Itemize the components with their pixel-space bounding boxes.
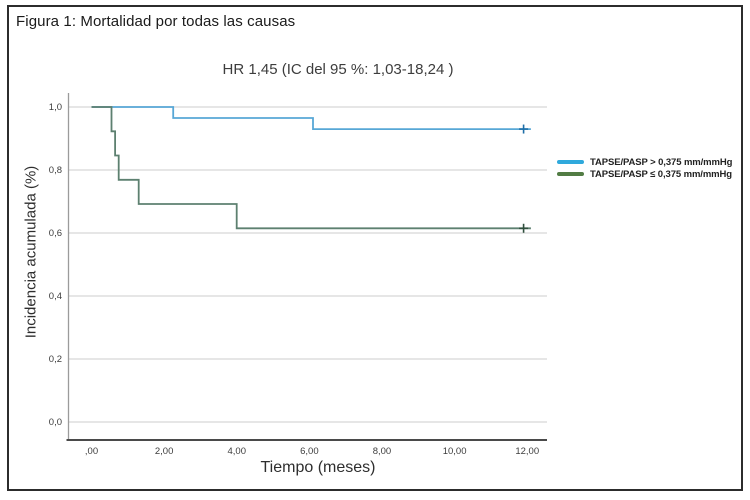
legend-row-1: TAPSE/PASP ≤ 0,375 mm/mmHg xyxy=(557,168,732,180)
y-tick-label-1: 0,2 xyxy=(48,353,62,365)
x-tick-label-5: 10,00 xyxy=(442,446,467,457)
x-tick-label-2: 4,00 xyxy=(227,446,246,457)
legend-swatch-icon-0 xyxy=(557,160,584,164)
figure-border xyxy=(7,5,743,491)
legend-row-0: TAPSE/PASP > 0,375 mm/mmHg xyxy=(557,156,732,168)
y-tick-label-4: 0,8 xyxy=(48,164,62,176)
legend-label-1: TAPSE/PASP ≤ 0,375 mm/mmHg xyxy=(590,168,732,180)
x-tick-label-1: 2,00 xyxy=(154,446,174,457)
y-tick-label-0: 0,0 xyxy=(48,416,62,428)
series-line-0 xyxy=(91,106,531,130)
legend-label-0: TAPSE/PASP > 0,375 mm/mmHg xyxy=(590,156,733,168)
y-tick-label-2: 0,4 xyxy=(48,290,62,302)
y-tick-label-5: 1,0 xyxy=(48,101,62,113)
y-tick-label-3: 0,6 xyxy=(48,227,62,239)
figure-title: Figura 1: Mortalidad por todas las causa… xyxy=(16,13,296,30)
x-axis-title: Tiempo (meses) xyxy=(260,459,376,476)
x-tick-label-3: 6,00 xyxy=(300,446,319,457)
legend: TAPSE/PASP > 0,375 mm/mmHg TAPSE/PASP ≤ 0… xyxy=(557,156,732,180)
series-line-1 xyxy=(91,106,531,230)
x-tick-label-0: ,00 xyxy=(84,446,99,457)
x-tick-label-4: 8,00 xyxy=(372,446,392,457)
chart-title: HR 1,45 (IC del 95 %: 1,03-18,24 ) xyxy=(222,61,454,78)
legend-swatch-icon-1 xyxy=(557,172,584,176)
x-tick-label-6: 12,00 xyxy=(515,446,540,457)
